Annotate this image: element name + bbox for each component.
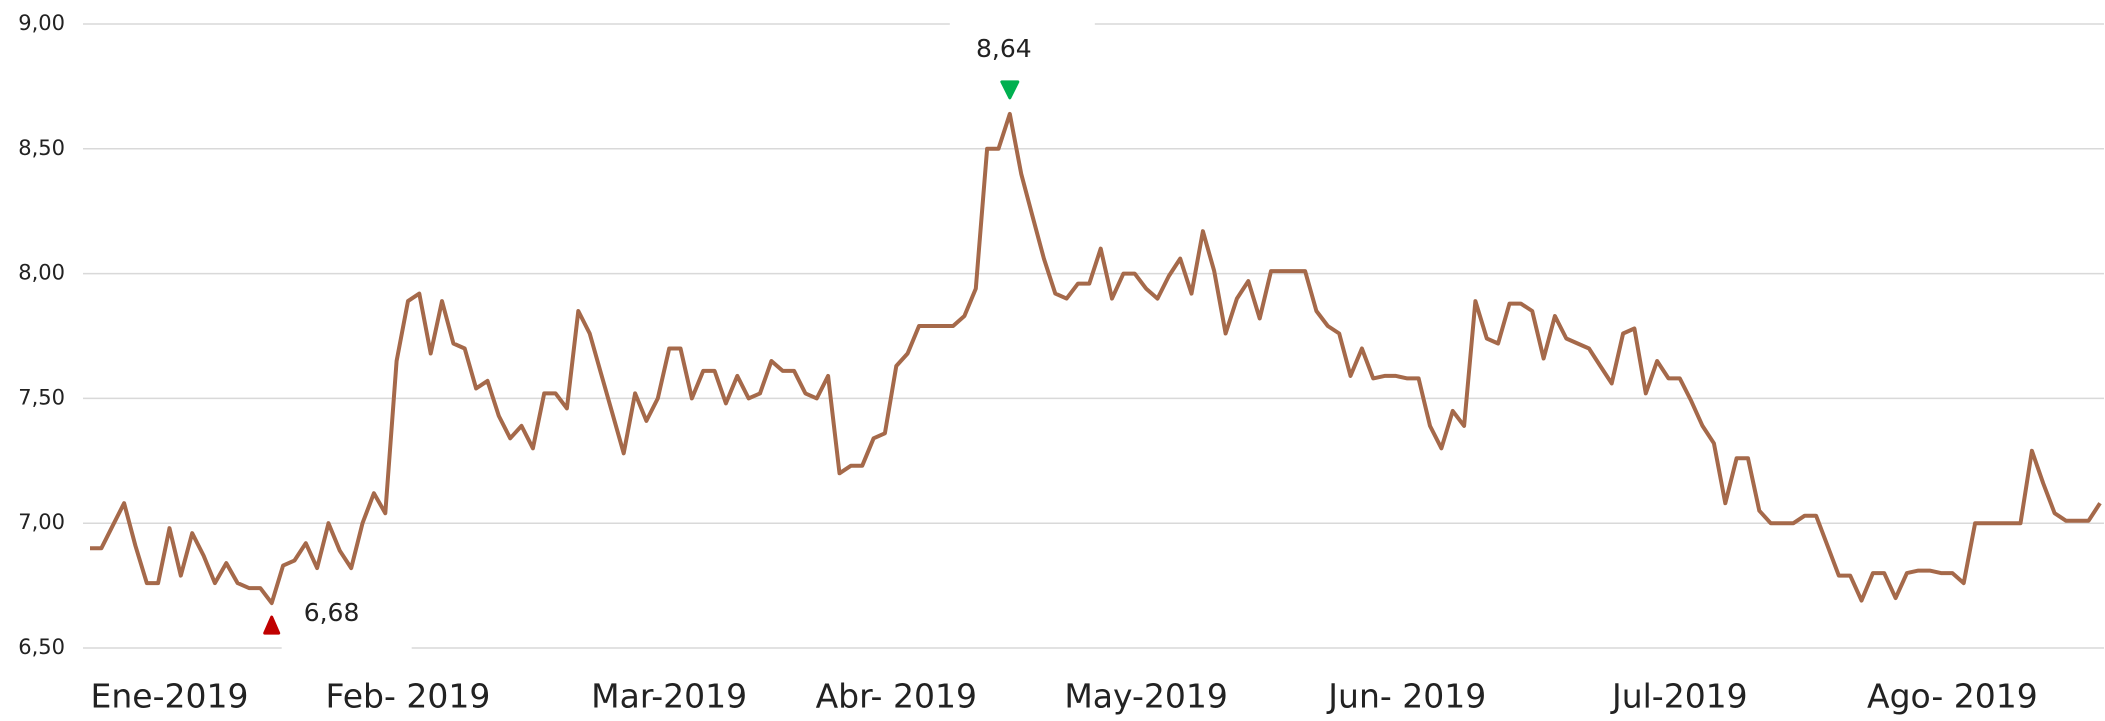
x-tick-label: Abr- 2019 [816, 677, 977, 716]
label-backdrop [949, 12, 1095, 72]
min-marker [263, 615, 281, 635]
y-tick-label: 6,50 [18, 635, 65, 659]
min-label: 6,68 [304, 598, 360, 627]
y-tick-label: 7,50 [18, 385, 65, 409]
max-label: 8,64 [976, 34, 1032, 63]
y-tick-label: 7,00 [18, 510, 65, 534]
x-tick-label: Jul-2019 [1610, 677, 1748, 716]
x-tick-label: Ene-2019 [91, 677, 249, 716]
data-line [90, 111, 2102, 606]
x-tick-label: Mar-2019 [591, 677, 747, 716]
x-tick-label: Ago- 2019 [1867, 677, 2038, 716]
x-tick-label: Feb- 2019 [326, 677, 491, 716]
label-backdrop [281, 638, 412, 658]
x-tick-label: May-2019 [1064, 677, 1228, 716]
x-tick-label: Jun- 2019 [1326, 677, 1486, 716]
y-tick-label: 8,00 [18, 261, 65, 285]
y-tick-label: 8,50 [18, 136, 65, 160]
y-tick-label: 9,00 [18, 11, 65, 35]
max-marker [1000, 80, 1020, 100]
